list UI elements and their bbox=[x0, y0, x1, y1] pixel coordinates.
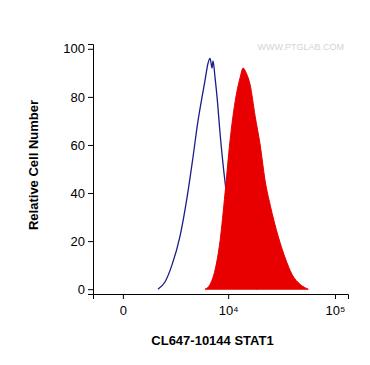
y-tick: 80 bbox=[71, 90, 93, 105]
area bbox=[205, 68, 308, 289]
x-tick: 10⁵ bbox=[326, 294, 346, 318]
x-tick-label: 10⁴ bbox=[219, 303, 239, 318]
x-tick: 0 bbox=[120, 294, 127, 318]
x-axis-line bbox=[94, 295, 349, 300]
y-axis-line bbox=[88, 45, 94, 295]
y-tick-label: 80 bbox=[71, 90, 85, 105]
y-tick-mark bbox=[88, 145, 93, 146]
y-tick-label: 100 bbox=[63, 41, 85, 56]
y-tick-label: 20 bbox=[71, 234, 85, 249]
y-tick: 0 bbox=[78, 282, 93, 297]
y-tick-mark bbox=[88, 289, 93, 290]
y-tick: 100 bbox=[63, 41, 93, 56]
chart: 0 10⁴ 10⁵ 0 20 40 60 80 100 CL647-10144 STAT1 Rela… bbox=[0, 0, 370, 365]
y-axis: 0 20 40 60 80 100 bbox=[63, 41, 93, 296]
watermark: WWW.PTGLAB.COM bbox=[258, 42, 345, 52]
y-tick-label: 60 bbox=[71, 138, 85, 153]
y-tick-label: 0 bbox=[78, 282, 85, 297]
x-axis-title: CL647-10144 STAT1 bbox=[151, 333, 273, 348]
x-tick-mark bbox=[335, 294, 336, 299]
y-tick-mark bbox=[88, 241, 93, 242]
x-tick: 10⁴ bbox=[219, 294, 239, 318]
plot-area bbox=[158, 58, 308, 289]
y-tick-mark bbox=[88, 97, 93, 98]
y-tick: 40 bbox=[71, 186, 93, 201]
x-tick-label: 0 bbox=[120, 303, 127, 318]
y-tick-label: 40 bbox=[71, 186, 85, 201]
x-tick-mark bbox=[228, 294, 229, 299]
x-tick-mark bbox=[123, 294, 124, 299]
x-tick-label: 10⁵ bbox=[326, 303, 346, 318]
y-tick: 20 bbox=[71, 234, 93, 249]
y-axis-title: Relative Cell Number bbox=[26, 100, 41, 230]
y-tick-mark bbox=[88, 49, 93, 50]
y-tick: 60 bbox=[71, 138, 93, 153]
x-axis: 0 10⁴ 10⁵ bbox=[94, 294, 349, 318]
y-tick-mark bbox=[88, 193, 93, 194]
